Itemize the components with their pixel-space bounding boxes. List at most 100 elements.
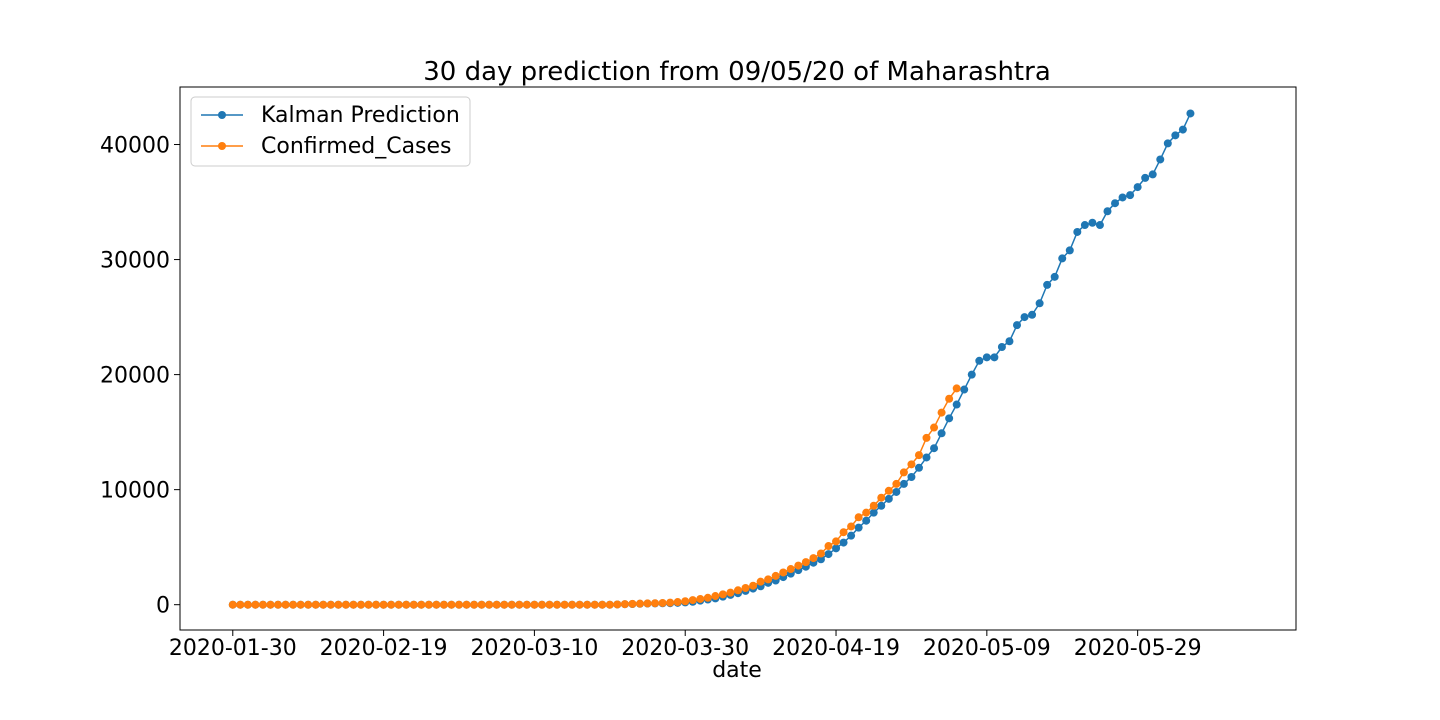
data-point xyxy=(666,598,675,607)
data-point xyxy=(937,429,946,438)
data-point xyxy=(326,600,335,609)
data-point xyxy=(945,394,954,403)
data-point xyxy=(997,343,1006,351)
data-point xyxy=(1148,170,1157,179)
data-point xyxy=(854,523,863,532)
data-point xyxy=(914,451,923,460)
data-point xyxy=(892,479,901,488)
data-point xyxy=(1186,109,1195,118)
data-point xyxy=(786,565,795,574)
data-point xyxy=(266,600,275,609)
data-point xyxy=(1013,321,1021,330)
data-point xyxy=(643,599,652,608)
data-point xyxy=(424,600,433,609)
data-point xyxy=(236,600,245,609)
data-point xyxy=(847,522,856,531)
data-point xyxy=(937,408,946,417)
y-tick-label: 0 xyxy=(156,594,170,619)
data-point xyxy=(1073,227,1082,236)
data-point xyxy=(854,513,863,522)
data-point xyxy=(575,600,584,609)
data-point xyxy=(432,600,441,609)
data-point xyxy=(681,597,690,606)
data-point xyxy=(289,600,298,609)
data-point xyxy=(862,508,871,517)
data-point xyxy=(839,528,848,537)
data-point xyxy=(1171,131,1180,140)
data-point xyxy=(824,542,833,551)
data-point xyxy=(884,486,893,495)
data-point xyxy=(816,555,825,564)
data-point xyxy=(899,468,908,477)
data-point xyxy=(975,356,984,365)
x-tick-label: 2020-01-30 xyxy=(169,636,297,661)
data-point xyxy=(1156,155,1165,164)
data-point xyxy=(274,600,283,609)
data-point xyxy=(311,600,320,609)
data-point xyxy=(583,600,592,609)
data-point xyxy=(530,600,539,609)
series-kalman xyxy=(228,109,1195,609)
data-point xyxy=(877,493,886,502)
data-point xyxy=(1088,218,1097,227)
data-point xyxy=(922,433,931,442)
data-point xyxy=(319,600,328,609)
data-point xyxy=(718,590,727,599)
data-point xyxy=(703,593,712,602)
data-point xyxy=(258,600,267,609)
data-point xyxy=(696,594,705,603)
x-tick-label: 2020-05-09 xyxy=(923,636,1051,661)
data-point xyxy=(1020,313,1029,322)
data-point xyxy=(952,400,961,409)
data-point xyxy=(914,463,923,472)
data-point xyxy=(839,538,848,547)
data-point xyxy=(447,600,456,609)
data-point xyxy=(884,494,893,503)
data-point xyxy=(341,600,350,609)
data-point xyxy=(356,600,365,609)
data-point xyxy=(334,600,343,609)
x-axis-ticks: 2020-01-30 2020-02-19 2020-03-10 2020-03-30… xyxy=(169,630,1202,661)
data-point xyxy=(809,554,818,563)
data-point xyxy=(1111,199,1120,208)
data-point xyxy=(1178,125,1187,134)
data-point xyxy=(1058,254,1067,263)
x-tick-label: 2020-05-29 xyxy=(1074,636,1202,661)
data-point xyxy=(651,599,660,608)
data-point xyxy=(688,596,697,605)
legend-box xyxy=(190,96,471,167)
data-point xyxy=(734,586,742,595)
data-point xyxy=(869,501,878,510)
data-point xyxy=(409,600,418,609)
data-point xyxy=(816,549,825,558)
data-point xyxy=(228,600,237,609)
y-tick-label: 30000 xyxy=(100,249,170,274)
x-tick-label: 2020-02-19 xyxy=(320,636,448,661)
data-point xyxy=(537,600,546,609)
chart-title: 30 day prediction from 09/05/20 of Mahar… xyxy=(423,57,1051,87)
data-point xyxy=(402,600,411,609)
data-point xyxy=(726,588,735,597)
data-point xyxy=(749,581,758,590)
data-point xyxy=(1043,280,1052,289)
data-point xyxy=(605,600,614,609)
data-point xyxy=(1035,299,1044,308)
data-point xyxy=(281,600,290,609)
data-point xyxy=(620,600,629,609)
data-point xyxy=(417,600,426,609)
data-point xyxy=(877,501,886,510)
data-point xyxy=(907,472,916,481)
data-point xyxy=(372,600,381,609)
data-point xyxy=(832,537,841,546)
x-tick-label: 2020-03-10 xyxy=(470,636,598,661)
data-point xyxy=(455,600,463,609)
y-tick-label: 20000 xyxy=(100,364,170,389)
data-point xyxy=(598,600,607,609)
data-point xyxy=(658,598,667,607)
data-point xyxy=(1103,207,1112,216)
data-point xyxy=(462,600,471,609)
data-point xyxy=(515,600,524,609)
data-point xyxy=(741,584,750,593)
data-point xyxy=(243,600,252,609)
